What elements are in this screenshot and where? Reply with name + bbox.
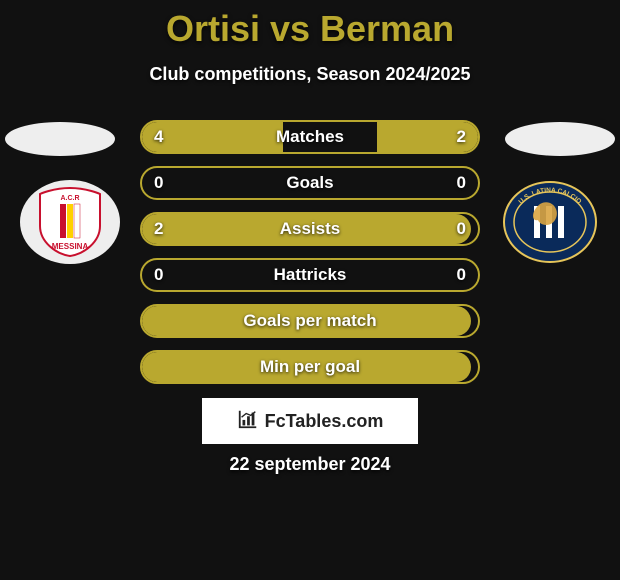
watermark-badge: FcTables.com: [202, 398, 418, 444]
stat-label: Goals per match: [142, 311, 478, 331]
stat-value-right: 2: [457, 127, 466, 147]
player-right-shadow-ellipse: [505, 122, 615, 156]
stat-label: Min per goal: [142, 357, 478, 377]
stats-container: Matches42Goals00Assists20Hattricks00Goal…: [140, 120, 480, 384]
stat-value-right: 0: [457, 265, 466, 285]
stat-label: Hattricks: [142, 265, 478, 285]
subtitle: Club competitions, Season 2024/2025: [0, 64, 620, 85]
stat-row: Assists2 0: [140, 212, 480, 246]
stat-row: Goals0 0: [140, 166, 480, 200]
svg-text:MESSINA: MESSINA: [52, 242, 89, 251]
stat-value-left: 2: [154, 219, 163, 239]
stat-label: Matches: [142, 127, 478, 147]
stat-row: Hattricks0 0: [140, 258, 480, 292]
stat-value-right: 0: [457, 219, 466, 239]
stat-value-left: 4: [154, 127, 163, 147]
page-title: Ortisi vs Berman: [0, 0, 620, 50]
stat-value-right: 0: [457, 173, 466, 193]
watermark-chart-icon: [237, 408, 259, 435]
watermark-text: FcTables.com: [265, 411, 384, 432]
stat-row: Goals per match: [140, 304, 480, 338]
date-text: 22 september 2024: [0, 454, 620, 475]
stat-row: Min per goal: [140, 350, 480, 384]
stat-row: Matches4 2: [140, 120, 480, 154]
stat-value-left: 0: [154, 265, 163, 285]
stat-label: Goals: [142, 173, 478, 193]
club-badge-left: A.C.R MESSINA: [20, 180, 120, 264]
club-badge-right: U.S. LATINA CALCIO: [500, 180, 600, 264]
svg-text:A.C.R: A.C.R: [60, 195, 79, 202]
stat-label: Assists: [142, 219, 478, 239]
player-left-shadow-ellipse: [5, 122, 115, 156]
club-crest-right-icon: U.S. LATINA CALCIO: [502, 180, 598, 264]
club-crest-left-icon: A.C.R MESSINA: [32, 186, 108, 258]
stat-value-left: 0: [154, 173, 163, 193]
